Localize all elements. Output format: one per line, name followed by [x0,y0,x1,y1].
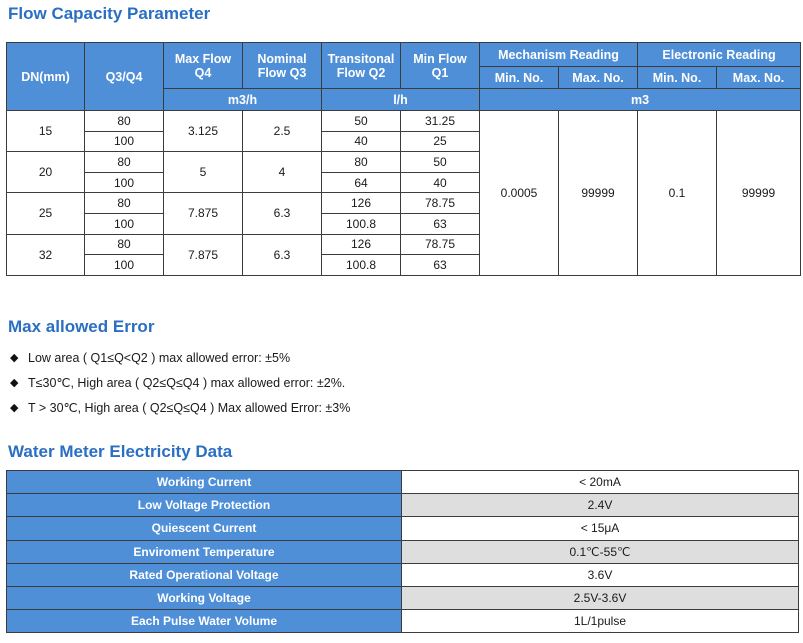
q1-cell: 63 [400,212,480,235]
q1-cell: 25 [400,130,480,153]
q3-cell: 6.3 [242,192,322,235]
header-q3q4: Q3/Q4 [84,42,164,111]
table-row: Low Voltage Protection 2.4V [6,493,799,518]
diamond-bullet-icon: ◆ [10,402,19,414]
electricity-data-table: Working Current < 20mA Low Voltage Prote… [6,469,799,634]
q3-cell: 6.3 [242,233,322,276]
param-label: Enviroment Temperature [6,539,402,564]
table-row: Rated Operational Voltage 3.6V [6,562,799,587]
table-row: 32 80 7.875 6.3 126 78.75 [6,233,801,276]
ratio-cell: 100 [84,212,164,235]
param-value: 3.6V [401,562,799,587]
elec-max-value: 99999 [715,110,802,276]
diamond-bullet-icon: ◆ [10,377,19,389]
header-elec-min: Min. No. [637,66,717,89]
q4-cell: 7.875 [163,233,243,276]
header-elec-max: Max. No. [715,66,802,89]
flow-capacity-table: DN(mm) Q3/Q4 Max Flow Q4 Nominal Flow Q3 T… [6,42,802,276]
q2-cell: 50 [321,110,401,132]
unit-m3: m3 [478,88,802,111]
dn-cell: 32 [6,233,85,276]
header-mechanism-reading: Mechanism Reading [479,42,638,67]
q1-cell: 31.25 [400,110,480,132]
q1-cell: 40 [400,171,480,194]
ratio-cell: 100 [84,130,164,153]
error-list: ◆ Low area ( Q1≤Q<Q2 ) max allowed error:… [10,345,350,420]
param-value: < 20mA [401,469,799,495]
q3-cell: 4 [242,151,322,194]
q1-cell: 78.75 [400,192,480,214]
param-label: Each Pulse Water Volume [6,609,402,634]
header-min-flow-q1: Min Flow Q1 [400,42,480,89]
param-value: < 15μA [401,516,799,541]
q4-cell: 3.125 [163,109,243,153]
ratio-cell: 80 [84,151,164,173]
q2-cell: 64 [321,171,401,194]
q2-cell: 100.8 [321,212,401,235]
q1-cell: 50 [400,151,480,173]
param-value: 2.5V-3.6V [401,585,799,611]
max-error-title: Max allowed Error [8,317,155,336]
flow-capacity-title: Flow Capacity Parameter [8,4,211,23]
q4-cell: 5 [163,151,243,194]
list-item: ◆ T≤30℃, High area ( Q2≤Q≤Q4 ) max allowe… [10,376,346,390]
param-value: 1L/1pulse [401,609,799,634]
dn-cell: 15 [6,109,85,153]
mech-min-value: 0.0005 [479,110,559,276]
table-row: Quiescent Current < 15μA [6,516,799,541]
q2-cell: 126 [321,233,401,256]
ratio-cell: 80 [84,233,164,256]
param-label: Low Voltage Protection [6,493,402,518]
table-row: 20 80 5 4 80 50 [6,151,801,194]
q1-cell: 63 [400,254,480,276]
q2-cell: 40 [321,130,401,153]
header-electronic-reading: Electronic Reading [636,42,802,67]
table-row: 15 80 3.125 2.5 50 31.25 0.0005 99999 0.… [6,109,802,276]
table-row: Each Pulse Water Volume 1L/1pulse [6,609,799,634]
ratio-cell: 80 [84,110,164,132]
header-max-flow-q4: Max Flow Q4 [163,42,243,89]
unit-m3h: m3/h [163,88,322,111]
param-label: Quiescent Current [6,516,402,541]
mech-max-value: 99999 [558,110,638,276]
diamond-bullet-icon: ◆ [10,352,19,364]
ratio-cell: 80 [84,192,164,214]
param-label: Rated Operational Voltage [6,562,402,587]
table-row: Enviroment Temperature 0.1℃-55℃ [6,539,799,564]
list-item: ◆ Low area ( Q1≤Q<Q2 ) max allowed error:… [10,350,291,365]
table-row: 100 100.8 63 [7,254,801,276]
list-item: ◆ T > 30℃, High area ( Q2≤Q≤Q4 ) Max allo… [10,401,351,415]
param-label: Working Current [6,469,402,495]
q2-cell: 126 [321,192,401,214]
q3-cell: 2.5 [242,109,322,153]
table-row: Working Voltage 2.5V-3.6V [6,585,799,611]
param-label: Working Voltage [6,585,402,611]
header-dn: DN(mm) [6,42,85,111]
header-mech-max: Max. No. [558,66,638,89]
elec-min-value: 0.1 [637,110,717,276]
q4-cell: 7.875 [163,192,243,235]
dn-cell: 20 [6,151,85,194]
param-value: 0.1℃-55℃ [401,539,799,564]
dn-cell: 25 [6,192,85,235]
q2-cell: 80 [321,151,401,173]
header-nominal-flow-q3: Nominal Flow Q3 [242,42,322,89]
electricity-data-title: Water Meter Electricity Data [8,442,233,461]
unit-lh: l/h [321,88,480,111]
q1-cell: 78.75 [400,233,480,256]
q2-cell: 100.8 [321,254,401,276]
table-row: 100 64 40 [7,171,801,194]
ratio-cell: 100 [84,254,164,276]
header-transitional-flow-q2: Transitonal Flow Q2 [321,42,401,89]
ratio-cell: 100 [84,171,164,194]
table-row: Working Current < 20mA [6,469,799,495]
header-mech-min: Min. No. [479,66,559,89]
param-value: 2.4V [401,493,799,518]
